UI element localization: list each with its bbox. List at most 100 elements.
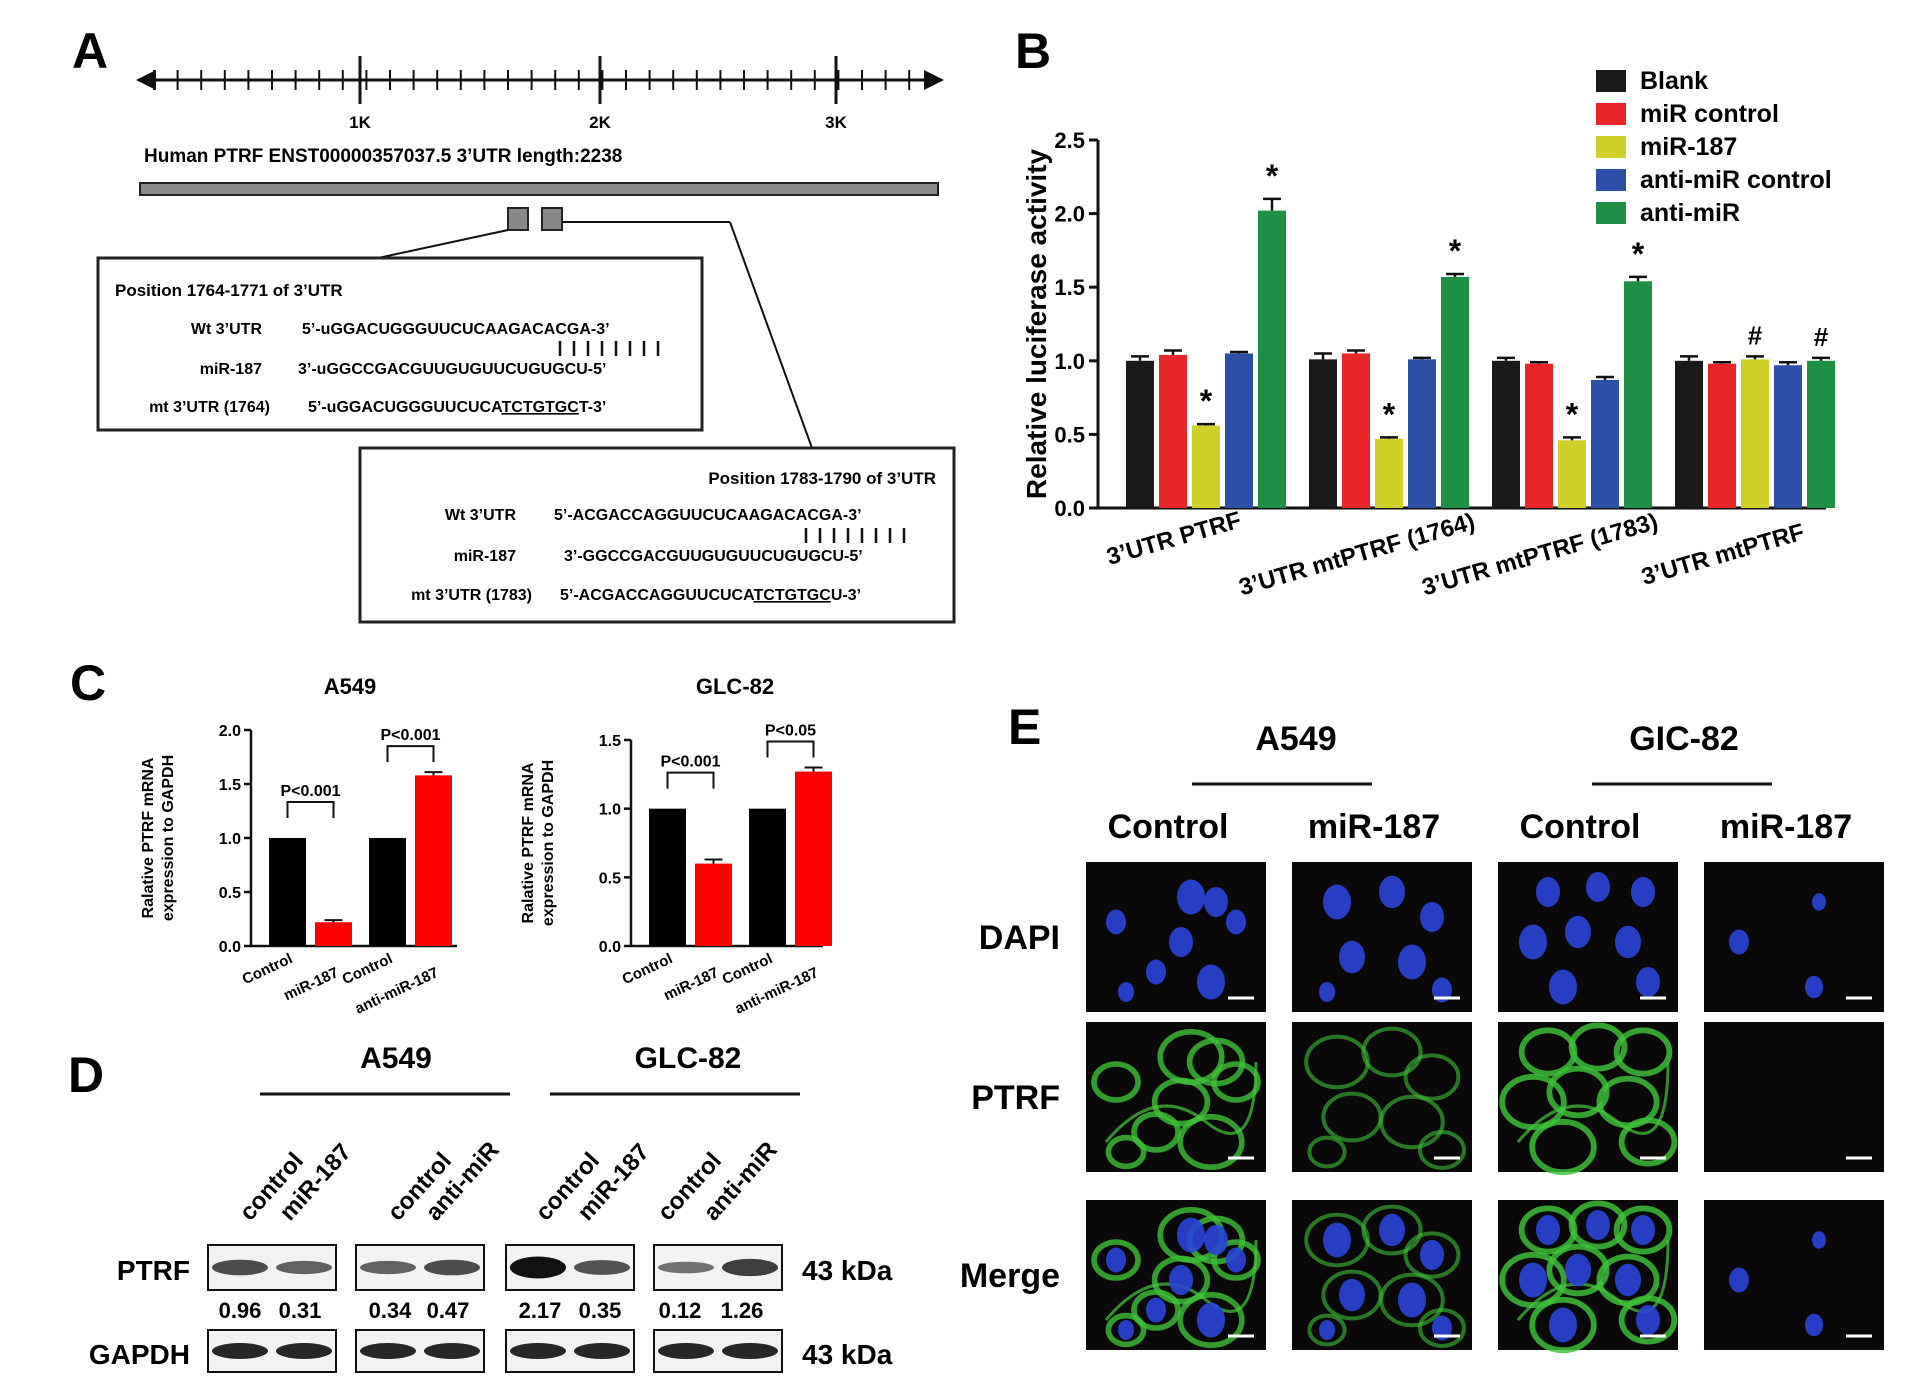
bar <box>1624 281 1652 508</box>
mrna-chart-glc82: GLC-82 0.0 0.5 1.0 1.5 Ralative PTRF mRNA expr… <box>520 674 832 1018</box>
mutant-suffix: T-3’ <box>579 399 607 416</box>
legend-swatch <box>1596 169 1626 191</box>
ruler-arrow-left <box>136 70 156 90</box>
ruler-arrow-right <box>924 70 944 90</box>
ptrf-signal <box>1104 1239 1258 1321</box>
row-label: DAPI <box>979 919 1060 957</box>
nucleus <box>1204 1225 1228 1255</box>
ptrf-signal <box>1105 1134 1147 1170</box>
scale-ruler: 1K 2K 3K <box>136 56 944 132</box>
y-tick-label: 1.5 <box>599 733 621 750</box>
ptrf-signal <box>1105 1312 1147 1348</box>
column-label: Control <box>1108 808 1229 846</box>
bar <box>1708 363 1736 508</box>
ptrf-signal <box>1418 1308 1466 1348</box>
row-label: miR-187 <box>454 548 516 565</box>
panel-a: A 1K 2K 3K Human PTRF ENST00000357037.5 … <box>72 23 956 624</box>
mutant-suffix: U-3’ <box>831 587 861 604</box>
y-tick-label: 0.5 <box>599 870 621 887</box>
micrograph-dapi <box>1292 862 1472 1012</box>
micrograph-dapi <box>1498 862 1678 1012</box>
nucleus <box>1118 1320 1134 1340</box>
mutated-bases: TCTGTGC <box>753 587 831 604</box>
blot-row-label-ptrf: PTRF <box>117 1255 190 1286</box>
significance-bracket <box>666 771 715 789</box>
ptrf-signal <box>1307 1313 1347 1347</box>
nucleus <box>1586 872 1610 902</box>
bar <box>1342 353 1370 508</box>
nucleus <box>1106 1247 1126 1273</box>
y-tick-label: 1.0 <box>219 831 241 848</box>
nucleus <box>1226 909 1246 935</box>
category-label: 3’UTR PTRF <box>1104 507 1245 571</box>
band <box>510 1256 566 1279</box>
band <box>722 1258 778 1277</box>
nucleus <box>1805 975 1823 999</box>
band <box>212 1343 268 1359</box>
ptrf-signal <box>1211 1239 1261 1281</box>
ptrf-signal <box>1307 1135 1347 1169</box>
bar <box>1525 363 1553 508</box>
panel-e: E A549 GIC-82 Control miR-187 Control miR-1… <box>960 699 1884 1354</box>
micrograph-dapi <box>1704 862 1884 1012</box>
connector-line <box>729 221 813 449</box>
mutant-sequence: 5’-uGGACUGGGUUCUCATCTGTGCT-3’ <box>308 399 606 416</box>
ptrf-signal <box>1613 1027 1673 1077</box>
column-label: miR-187 <box>1308 808 1440 846</box>
p-value-label: P<0.001 <box>280 783 340 800</box>
quant-value: 0.12 <box>659 1298 702 1323</box>
ruler-ticks <box>153 56 911 104</box>
ptrf-signal <box>1211 1061 1261 1103</box>
p-value-label: P<0.001 <box>660 754 720 771</box>
nucleus <box>1631 877 1655 907</box>
ptrf-signal <box>1361 1026 1423 1078</box>
significance-marker: * <box>1200 383 1213 419</box>
nucleus <box>1519 924 1547 960</box>
binding-site-box-1: Position 1764-1771 of 3’UTR Wt 3’UTR 5’-… <box>96 256 704 432</box>
cell-line-a549: A549 <box>360 1042 432 1075</box>
significance-marker: * <box>1449 233 1462 269</box>
nucleus <box>1615 1263 1641 1297</box>
transcript-label: Human PTRF ENST00000357037.5 3’UTR lengt… <box>144 146 622 167</box>
micrograph-ptrf <box>1086 1022 1266 1172</box>
cell-line-gic82: GIC-82 <box>1629 720 1739 758</box>
nucleus <box>1631 1215 1655 1245</box>
band <box>658 1261 714 1274</box>
nucleus <box>1323 1222 1351 1258</box>
western-blots <box>207 1244 783 1373</box>
ptrf-signal <box>1568 1022 1628 1072</box>
base-pair-lines <box>804 528 906 543</box>
nucleus <box>1169 927 1193 957</box>
panel-e-letter: E <box>1008 699 1041 755</box>
bar <box>1492 360 1520 508</box>
band <box>360 1260 416 1275</box>
base-pair-lines <box>558 341 660 356</box>
bar <box>415 775 452 946</box>
y-tick-label: 2.5 <box>1054 128 1085 153</box>
wt-sequence: 5’-ACGACCAGGUUCUCAAGACACGA-3’ <box>554 507 862 524</box>
band <box>360 1343 416 1359</box>
row-label: Wt 3’UTR <box>191 321 263 338</box>
micrograph-merge <box>1498 1200 1678 1354</box>
ptrf-signal <box>1151 1255 1211 1305</box>
column-label: Control <box>1520 808 1641 846</box>
ptrf-signal <box>1546 1065 1610 1119</box>
ptrf-signal <box>1546 1243 1610 1297</box>
row-label: PTRF <box>971 1079 1060 1117</box>
site-title: Position 1783-1790 of 3’UTR <box>708 469 936 488</box>
bar <box>1441 276 1469 508</box>
column-label: miR-187 <box>1720 808 1852 846</box>
bar <box>1591 379 1619 508</box>
category-label: miR-187 <box>281 964 341 1004</box>
nucleus <box>1636 1305 1660 1335</box>
quant-value: 0.34 <box>369 1298 413 1323</box>
nucleus <box>1379 1213 1405 1247</box>
category-label: miR-187 <box>661 964 721 1004</box>
bar <box>1192 425 1220 508</box>
band <box>212 1259 268 1276</box>
ptrf-signal <box>1091 1239 1141 1281</box>
connector-line <box>377 229 509 259</box>
significance-bracket <box>286 801 335 818</box>
